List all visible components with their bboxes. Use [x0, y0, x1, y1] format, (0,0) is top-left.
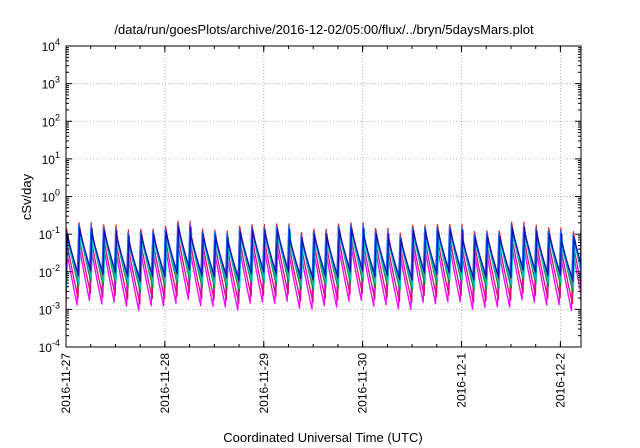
y-tick-label: 102	[42, 112, 60, 129]
series-line	[66, 227, 581, 294]
x-tick-label: 2016-11-28	[158, 353, 172, 414]
series-line	[66, 226, 581, 282]
chart-title: /data/run/goesPlots/archive/2016-12-02/0…	[114, 22, 534, 37]
y-tick-label: 10-4	[39, 338, 60, 355]
y-tick-label: 103	[42, 75, 60, 92]
x-tick-labels: 2016-11-27 2016-11-28 2016-11-29 2016-11-30…	[59, 353, 567, 414]
x-axis-label: Coordinated Universal Time (UTC)	[223, 430, 422, 445]
y-tick-labels: 104 103 102 101 100 10-1 10-2 10-3 10-4	[39, 37, 60, 355]
y-tick-label: 10-1	[39, 225, 60, 242]
x-tick-label: 2016-11-29	[257, 353, 271, 414]
y-tick-label: 10-3	[39, 300, 60, 317]
y-tick-label: 101	[42, 150, 60, 167]
x-tick-label: 2016-12-2	[553, 353, 567, 408]
y-tick-label: 104	[42, 37, 60, 54]
x-tick-label: 2016-11-27	[59, 353, 73, 414]
y-axis-label: cSv/day	[19, 173, 34, 220]
y-tick-label: 100	[42, 188, 60, 205]
y-tick-label: 10-2	[39, 263, 60, 280]
x-tick-label: 2016-12-1	[455, 353, 469, 408]
x-tick-label: 2016-11-30	[356, 353, 370, 414]
tick-marks	[65, 45, 581, 348]
series-layer	[66, 220, 581, 312]
